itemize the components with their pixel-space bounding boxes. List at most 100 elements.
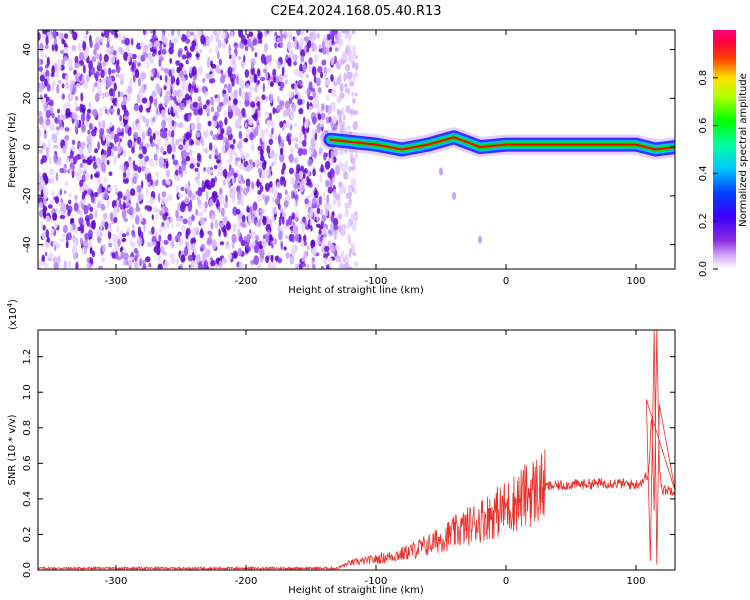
heatmap-noise-cell: [93, 191, 99, 198]
heatmap-noise-cell: [297, 98, 303, 106]
heatmap-noise-cell: [207, 258, 212, 269]
heatmap-noise-cell: [188, 149, 193, 156]
heatmap-noise-cell: [281, 66, 285, 77]
heatmap-noise-cell: [130, 188, 136, 197]
heatmap-noise-cell: [147, 52, 152, 60]
heatmap-noise-cell: [290, 176, 296, 186]
heatmap-noise-cell: [43, 173, 48, 183]
heatmap-noise-cell: [157, 241, 161, 248]
heatmap-x-tick-label: 100: [626, 276, 645, 287]
heatmap-noise-cell: [277, 95, 280, 103]
heatmap-noise-cell: [271, 120, 275, 129]
heatmap-noise-cell: [91, 122, 95, 130]
heatmap-noise-cell: [140, 180, 144, 189]
heatmap-noise-cell: [333, 30, 339, 35]
heatmap-noise-cell: [88, 239, 92, 249]
heatmap-noise-cell: [161, 32, 165, 41]
snr-y-tick-label: 0.4: [22, 491, 33, 507]
heatmap-noise-cell: [38, 201, 44, 209]
heatmap-noise-cell: [301, 148, 308, 156]
heatmap-noise-cell: [259, 149, 264, 157]
heatmap-noise-cell: [70, 149, 74, 159]
heatmap-noise-cell: [188, 114, 191, 122]
heatmap-noise-cell: [116, 256, 122, 261]
heatmap-noise-cell: [292, 225, 298, 235]
heatmap-noise-cell: [108, 171, 113, 176]
heatmap-noise-cell: [284, 189, 288, 196]
heatmap-noise-cell: [336, 62, 339, 69]
heatmap-noise-cell: [134, 214, 140, 225]
heatmap-noise-cell: [122, 201, 126, 211]
heatmap-noise-cell: [318, 146, 323, 155]
heatmap-noise-cell: [161, 30, 166, 34]
heatmap-noise-cell: [284, 235, 289, 239]
heatmap-noise-cell: [288, 167, 294, 175]
heatmap-noise-cell: [63, 163, 68, 169]
heatmap-noise-cell: [171, 30, 175, 37]
heatmap-noise-cell: [292, 244, 298, 254]
heatmap-noise-cell: [214, 176, 218, 183]
heatmap-noise-cell: [48, 139, 51, 150]
heatmap-noise-cell: [162, 179, 166, 186]
heatmap-noise-cell: [149, 56, 154, 65]
heatmap-noise-cell: [78, 202, 82, 208]
heatmap-noise-cell: [155, 171, 159, 178]
heatmap-noise-cell: [240, 221, 246, 228]
heatmap-noise-cell: [288, 153, 294, 163]
heatmap-noise-cell: [352, 48, 356, 59]
heatmap-noise-cell: [163, 240, 169, 245]
heatmap-noise-cell: [178, 144, 184, 151]
heatmap-noise-cell: [312, 97, 317, 107]
heatmap-noise-cell: [196, 152, 201, 162]
heatmap-noise-cell: [332, 198, 337, 206]
heatmap-noise-cell: [108, 74, 112, 80]
heatmap-noise-cell: [199, 229, 204, 239]
heatmap-noise-cell: [223, 83, 228, 89]
heatmap-noise-cell: [90, 195, 95, 203]
heatmap-noise-cell: [43, 102, 48, 113]
heatmap-noise-cell: [102, 191, 105, 201]
heatmap-noise-cell: [339, 82, 344, 93]
heatmap-noise-cell: [194, 167, 199, 172]
heatmap-noise-cell: [306, 245, 310, 251]
heatmap-noise-cell: [146, 107, 151, 113]
heatmap-noise-cell: [316, 207, 321, 215]
heatmap-noise-cell: [108, 67, 112, 76]
heatmap-noise-cell: [181, 54, 187, 60]
heatmap-noise-cell: [185, 229, 189, 240]
heatmap-noise-cell: [221, 127, 225, 134]
heatmap-noise-cell: [227, 100, 232, 106]
heatmap-noise-cell: [278, 192, 282, 200]
heatmap-noise-cell: [315, 77, 321, 87]
heatmap-noise-cell: [143, 223, 146, 232]
heatmap-noise-cell: [164, 74, 168, 83]
heatmap-noise-cell: [232, 73, 236, 81]
heatmap-noise-cell: [242, 179, 246, 184]
heatmap-noise-cell: [59, 238, 65, 243]
heatmap-noise-cell: [219, 75, 226, 84]
heatmap-noise-cell: [131, 224, 135, 230]
heatmap-noise-cell: [244, 91, 249, 102]
heatmap-noise-cell: [283, 200, 289, 208]
heatmap-noise-cell: [178, 165, 182, 175]
heatmap-noise-cell: [243, 54, 246, 63]
heatmap-noise-cell: [178, 192, 184, 198]
heatmap-noise-cell: [176, 223, 181, 228]
heatmap-noise-cell: [131, 53, 137, 60]
heatmap-noise-cell: [169, 39, 172, 50]
heatmap-noise-cell: [107, 198, 110, 208]
heatmap-noise-cell: [129, 239, 133, 246]
heatmap-noise-cell: [318, 195, 323, 206]
heatmap-noise-cell: [333, 224, 339, 231]
heatmap-noise-cell: [350, 177, 357, 188]
heatmap-noise-cell: [257, 100, 261, 108]
heatmap-noise-cell: [137, 226, 142, 237]
heatmap-noise-cell: [302, 173, 306, 179]
heatmap-noise-cell: [205, 108, 211, 113]
heatmap-noise-cell: [117, 239, 121, 247]
heatmap-noise-cell: [264, 111, 271, 117]
heatmap-noise-cell: [312, 168, 316, 177]
heatmap-noise-cell: [268, 240, 272, 246]
heatmap-noise-cell: [184, 183, 189, 189]
heatmap-noise-cell: [144, 30, 147, 35]
